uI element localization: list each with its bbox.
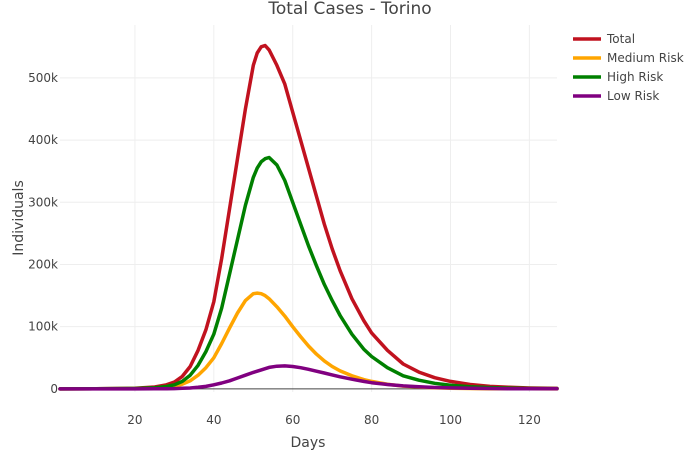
legend-item-total[interactable]: Total <box>573 32 635 46</box>
legend[interactable]: Total Medium Risk High Risk Low Risk <box>573 32 684 103</box>
legend-item-high-risk[interactable]: High Risk <box>573 70 663 84</box>
x-tick-label: 40 <box>206 413 221 427</box>
tick-layer: 20 40 60 80 100 120 0 100k 200k 300k 400k 500k <box>28 71 541 427</box>
y-axis-label: Individuals <box>11 180 27 255</box>
legend-label: Medium Risk <box>607 51 684 65</box>
y-tick-label: 400k <box>28 133 58 147</box>
series-line-total <box>58 43 559 391</box>
y-tick-label: 300k <box>28 195 58 209</box>
legend-item-medium-risk[interactable]: Medium Risk <box>573 51 684 65</box>
chart-title: Total Cases - Torino <box>267 0 431 19</box>
y-tick-label: 200k <box>28 257 58 271</box>
x-tick-label: 80 <box>364 413 379 427</box>
x-tick-label: 100 <box>439 413 462 427</box>
series-line-high-risk <box>58 155 559 391</box>
series-line-low-risk <box>58 364 559 391</box>
x-tick-label: 60 <box>285 413 300 427</box>
x-tick-label: 20 <box>127 413 142 427</box>
legend-label: High Risk <box>607 70 663 84</box>
legend-label: Total <box>606 32 635 46</box>
x-axis-label: Days <box>291 435 326 450</box>
y-tick-label: 0 <box>50 382 58 396</box>
y-tick-label: 100k <box>28 320 58 334</box>
y-tick-label: 500k <box>28 71 58 85</box>
legend-label: Low Risk <box>607 89 659 103</box>
series-layer <box>58 43 559 391</box>
legend-item-low-risk[interactable]: Low Risk <box>573 89 659 103</box>
x-tick-label: 120 <box>518 413 541 427</box>
